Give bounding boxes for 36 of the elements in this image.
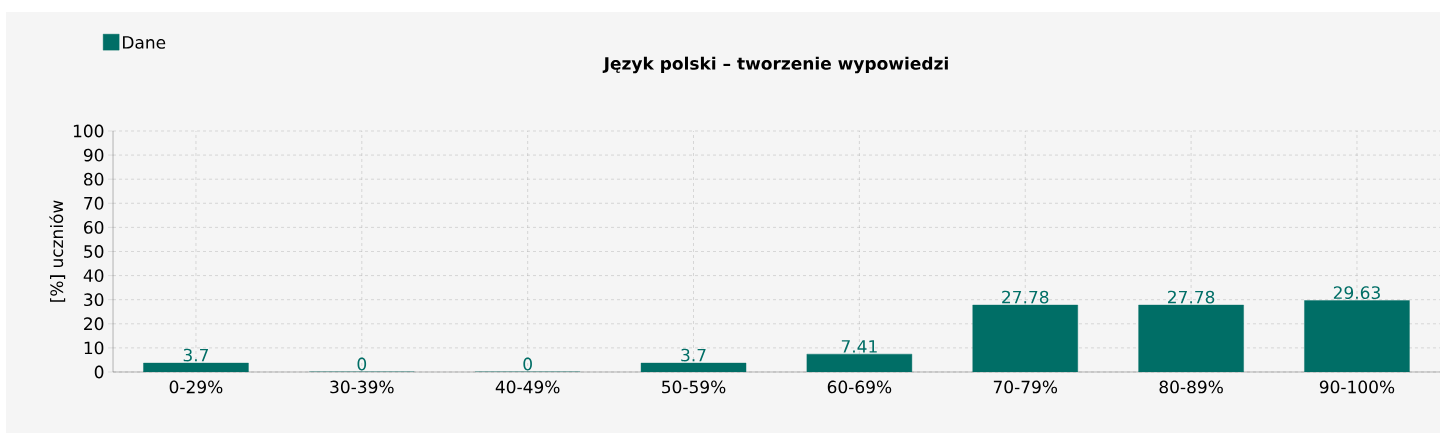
x-tick-label: 70-79% (993, 380, 1058, 394)
y-tick-label: 70 (84, 196, 104, 210)
data-label: 3.7 (183, 348, 209, 362)
x-tick-label: 0-29% (169, 380, 223, 394)
data-label: 27.78 (1002, 290, 1049, 304)
data-label: 0 (357, 357, 367, 371)
x-tick-label: 60-69% (827, 380, 892, 394)
y-tick-label: 50 (84, 245, 104, 258)
data-label: 7.41 (841, 340, 877, 353)
bar (1138, 304, 1244, 372)
data-label: 0 (523, 357, 532, 371)
bar (806, 353, 913, 372)
y-tick-label: 100 (73, 124, 104, 138)
y-tick-label: 10 (84, 341, 104, 355)
y-tick-label: 60 (84, 220, 104, 234)
data-label: 3.7 (681, 348, 706, 362)
x-tick-label: 90-100% (1319, 380, 1395, 394)
legend-label: Dane (123, 36, 166, 49)
bar (640, 362, 747, 372)
y-tick-label: 80 (84, 172, 104, 186)
bar (1304, 300, 1410, 372)
y-tick-label: 40 (83, 269, 104, 283)
y-tick-label: 30 (84, 293, 104, 307)
bar (972, 304, 1078, 372)
bar (143, 362, 249, 372)
y-axis-title: [%] uczniów (49, 200, 66, 302)
x-tick-label: 30-39% (330, 380, 394, 394)
chart-title: Język polski – tworzenie wypowiedzi (602, 56, 948, 74)
y-tick-label: 0 (94, 365, 104, 379)
y-tick-label: 90 (83, 148, 104, 162)
data-label: 29.63 (1333, 286, 1380, 300)
x-tick-label: 50-59% (662, 380, 726, 394)
x-tick-label: 40-49% (495, 380, 560, 394)
data-label: 27.78 (1168, 290, 1215, 304)
x-tick-label: 80-89% (1159, 380, 1223, 394)
y-tick-label: 20 (84, 317, 104, 331)
